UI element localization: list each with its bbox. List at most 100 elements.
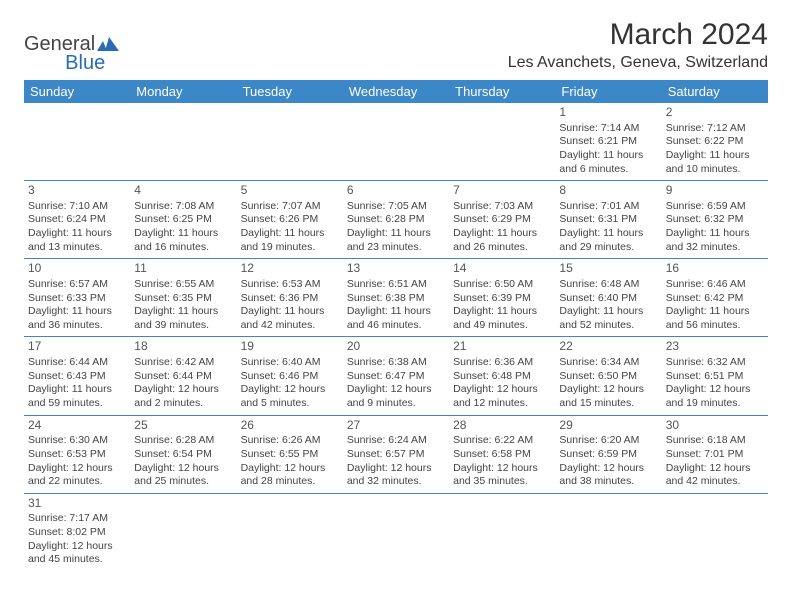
- daylight-line2: and 38 minutes.: [559, 475, 657, 489]
- calendar-cell: 25Sunrise: 6:28 AMSunset: 6:54 PMDayligh…: [130, 415, 236, 493]
- day-number: 4: [134, 183, 232, 199]
- calendar-row: 31Sunrise: 7:17 AMSunset: 8:02 PMDayligh…: [24, 493, 768, 571]
- sunrise: Sunrise: 6:40 AM: [241, 356, 339, 370]
- sunrise: Sunrise: 7:14 AM: [559, 122, 657, 136]
- sunset: Sunset: 6:51 PM: [666, 370, 764, 384]
- calendar-cell: 6Sunrise: 7:05 AMSunset: 6:28 PMDaylight…: [343, 181, 449, 259]
- daylight-line1: Daylight: 12 hours: [559, 462, 657, 476]
- daylight-line2: and 36 minutes.: [28, 319, 126, 333]
- sunrise: Sunrise: 7:03 AM: [453, 200, 551, 214]
- calendar-cell-empty: [343, 103, 449, 181]
- sunrise: Sunrise: 7:07 AM: [241, 200, 339, 214]
- calendar-cell: 23Sunrise: 6:32 AMSunset: 6:51 PMDayligh…: [662, 337, 768, 415]
- day-number: 21: [453, 339, 551, 355]
- calendar-cell: 19Sunrise: 6:40 AMSunset: 6:46 PMDayligh…: [237, 337, 343, 415]
- day-number: 15: [559, 261, 657, 277]
- day-number: 30: [666, 418, 764, 434]
- sunrise: Sunrise: 7:01 AM: [559, 200, 657, 214]
- daylight-line1: Daylight: 12 hours: [453, 462, 551, 476]
- daylight-line2: and 22 minutes.: [28, 475, 126, 489]
- daylight-line2: and 52 minutes.: [559, 319, 657, 333]
- sunset: Sunset: 6:28 PM: [347, 213, 445, 227]
- sunrise: Sunrise: 6:24 AM: [347, 434, 445, 448]
- calendar-cell: 22Sunrise: 6:34 AMSunset: 6:50 PMDayligh…: [555, 337, 661, 415]
- sunrise: Sunrise: 6:26 AM: [241, 434, 339, 448]
- sunset: Sunset: 6:44 PM: [134, 370, 232, 384]
- sunset: Sunset: 6:26 PM: [241, 213, 339, 227]
- sunset: Sunset: 6:46 PM: [241, 370, 339, 384]
- daylight-line2: and 39 minutes.: [134, 319, 232, 333]
- day-header: Friday: [555, 80, 661, 103]
- daylight-line2: and 12 minutes.: [453, 397, 551, 411]
- daylight-line1: Daylight: 12 hours: [666, 383, 764, 397]
- sunset: Sunset: 6:54 PM: [134, 448, 232, 462]
- day-number: 14: [453, 261, 551, 277]
- daylight-line1: Daylight: 11 hours: [666, 305, 764, 319]
- day-number: 9: [666, 183, 764, 199]
- daylight-line2: and 28 minutes.: [241, 475, 339, 489]
- daylight-line1: Daylight: 11 hours: [666, 149, 764, 163]
- calendar-cell-empty: [237, 493, 343, 571]
- calendar-cell-empty: [24, 103, 130, 181]
- location: Les Avanchets, Geneva, Switzerland: [508, 54, 768, 72]
- sunrise: Sunrise: 6:53 AM: [241, 278, 339, 292]
- daylight-line2: and 49 minutes.: [453, 319, 551, 333]
- day-header: Thursday: [449, 80, 555, 103]
- day-number: 16: [666, 261, 764, 277]
- day-number: 20: [347, 339, 445, 355]
- sunset: Sunset: 6:50 PM: [559, 370, 657, 384]
- day-number: 23: [666, 339, 764, 355]
- sunset: Sunset: 6:21 PM: [559, 135, 657, 149]
- day-number: 12: [241, 261, 339, 277]
- calendar-cell: 9Sunrise: 6:59 AMSunset: 6:32 PMDaylight…: [662, 181, 768, 259]
- calendar-cell-empty: [130, 103, 236, 181]
- calendar-cell: 28Sunrise: 6:22 AMSunset: 6:58 PMDayligh…: [449, 415, 555, 493]
- day-number: 25: [134, 418, 232, 434]
- daylight-line2: and 45 minutes.: [28, 553, 126, 567]
- sunset: Sunset: 6:55 PM: [241, 448, 339, 462]
- sunrise: Sunrise: 6:42 AM: [134, 356, 232, 370]
- calendar-cell: 20Sunrise: 6:38 AMSunset: 6:47 PMDayligh…: [343, 337, 449, 415]
- sunset: Sunset: 6:43 PM: [28, 370, 126, 384]
- sunrise: Sunrise: 6:57 AM: [28, 278, 126, 292]
- daylight-line1: Daylight: 11 hours: [28, 305, 126, 319]
- daylight-line2: and 26 minutes.: [453, 241, 551, 255]
- daylight-line1: Daylight: 11 hours: [28, 383, 126, 397]
- sunset: Sunset: 6:47 PM: [347, 370, 445, 384]
- calendar-row: 10Sunrise: 6:57 AMSunset: 6:33 PMDayligh…: [24, 259, 768, 337]
- day-number: 24: [28, 418, 126, 434]
- sunrise: Sunrise: 7:10 AM: [28, 200, 126, 214]
- calendar-cell: 5Sunrise: 7:07 AMSunset: 6:26 PMDaylight…: [237, 181, 343, 259]
- calendar-cell: 27Sunrise: 6:24 AMSunset: 6:57 PMDayligh…: [343, 415, 449, 493]
- sunset: Sunset: 6:32 PM: [666, 213, 764, 227]
- sunrise: Sunrise: 7:08 AM: [134, 200, 232, 214]
- sunset: Sunset: 6:29 PM: [453, 213, 551, 227]
- daylight-line2: and 29 minutes.: [559, 241, 657, 255]
- sunrise: Sunrise: 6:46 AM: [666, 278, 764, 292]
- calendar-cell: 15Sunrise: 6:48 AMSunset: 6:40 PMDayligh…: [555, 259, 661, 337]
- day-number: 3: [28, 183, 126, 199]
- calendar-row: 17Sunrise: 6:44 AMSunset: 6:43 PMDayligh…: [24, 337, 768, 415]
- day-number: 5: [241, 183, 339, 199]
- daylight-line1: Daylight: 11 hours: [134, 305, 232, 319]
- daylight-line1: Daylight: 12 hours: [28, 540, 126, 554]
- calendar-cell-empty: [130, 493, 236, 571]
- sunrise: Sunrise: 6:34 AM: [559, 356, 657, 370]
- sunset: Sunset: 6:25 PM: [134, 213, 232, 227]
- sunset: Sunset: 6:40 PM: [559, 292, 657, 306]
- day-number: 11: [134, 261, 232, 277]
- daylight-line2: and 35 minutes.: [453, 475, 551, 489]
- day-number: 17: [28, 339, 126, 355]
- daylight-line2: and 16 minutes.: [134, 241, 232, 255]
- calendar-row: 24Sunrise: 6:30 AMSunset: 6:53 PMDayligh…: [24, 415, 768, 493]
- calendar-cell: 17Sunrise: 6:44 AMSunset: 6:43 PMDayligh…: [24, 337, 130, 415]
- day-number: 1: [559, 105, 657, 121]
- day-header-row: SundayMondayTuesdayWednesdayThursdayFrid…: [24, 80, 768, 103]
- day-number: 19: [241, 339, 339, 355]
- sunrise: Sunrise: 6:44 AM: [28, 356, 126, 370]
- daylight-line1: Daylight: 11 hours: [453, 227, 551, 241]
- sunrise: Sunrise: 7:05 AM: [347, 200, 445, 214]
- day-number: 18: [134, 339, 232, 355]
- sunrise: Sunrise: 6:18 AM: [666, 434, 764, 448]
- daylight-line2: and 19 minutes.: [666, 397, 764, 411]
